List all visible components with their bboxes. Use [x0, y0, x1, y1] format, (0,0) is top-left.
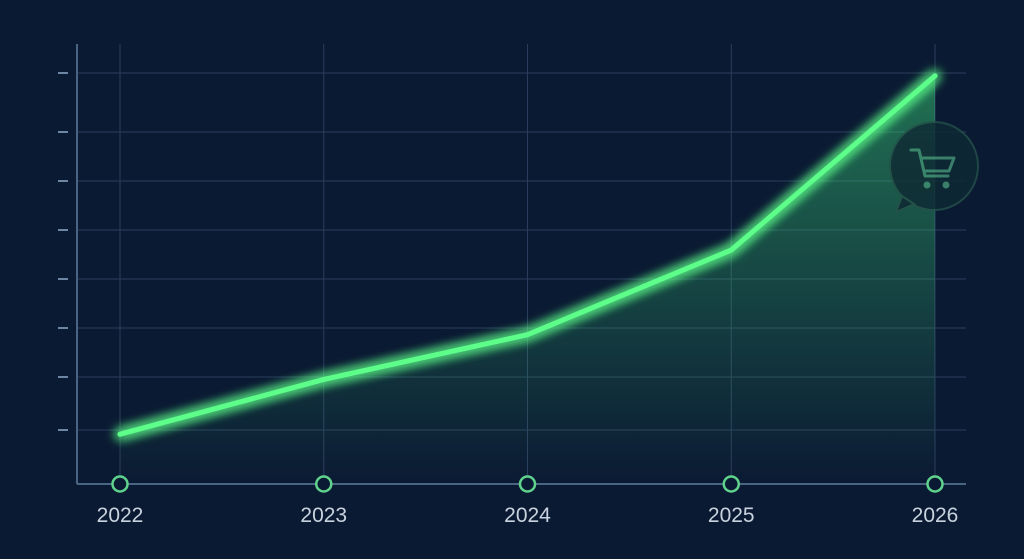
x-axis-marker-2026	[926, 475, 944, 493]
shopping-cart-icon	[889, 121, 979, 214]
x-tick-label-2025: 2025	[708, 504, 755, 527]
x-axis-marker-2024	[518, 475, 537, 493]
data-point-2026	[932, 73, 938, 79]
data-point-2023	[321, 376, 327, 382]
x-tick-label-2023: 2023	[300, 504, 347, 527]
x-axis-marker-2022	[111, 475, 129, 493]
x-tick-label-2026: 2026	[912, 504, 959, 527]
x-tick-label-2022: 2022	[97, 504, 144, 527]
x-axis-labels: 2022 2023 2024 2025 2026	[97, 504, 959, 527]
x-axis-markers	[111, 475, 944, 493]
x-axis-marker-2025	[722, 475, 740, 493]
data-point-2024	[525, 332, 530, 338]
data-point-2025	[728, 247, 734, 253]
x-axis-marker-2023	[315, 475, 333, 493]
series-line-layer	[113, 68, 942, 442]
x-tick-label-2024: 2024	[504, 504, 551, 527]
data-point-2022	[117, 431, 123, 437]
